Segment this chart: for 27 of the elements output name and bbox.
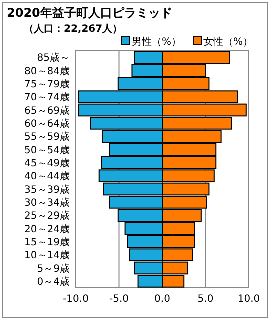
y-tick-label: 45～49歳 bbox=[24, 157, 70, 170]
y-tick-label: 10～14歳 bbox=[24, 250, 70, 262]
y-tick-label: 5～9歳 bbox=[37, 262, 70, 275]
y-tick-label: 25～29歳 bbox=[24, 210, 70, 222]
y-tick-label: 0～4歳 bbox=[37, 276, 70, 288]
x-tick-label: 0.0 bbox=[154, 294, 170, 305]
x-tick-label: -5.0 bbox=[109, 294, 130, 305]
y-tick-label: 75～79歳 bbox=[24, 78, 70, 90]
y-tick-label: 70～74歳 bbox=[24, 92, 70, 104]
y-tick-label: 15～19歳 bbox=[24, 236, 70, 248]
y-tick-label: 50～54歳 bbox=[24, 144, 70, 156]
chart-subtitle: （人口：22,267人） bbox=[24, 23, 123, 35]
y-tick-label: 60～64歳 bbox=[24, 118, 70, 130]
y-tick-label: 55～59歳 bbox=[24, 131, 70, 144]
y-tick-label: 65～69歳 bbox=[24, 104, 70, 117]
y-tick-label: 80～84歳 bbox=[24, 65, 70, 78]
legend-label: 女性（%） bbox=[204, 36, 254, 48]
y-tick-label: 85歳～ bbox=[37, 52, 70, 64]
chart-title: 2020年益子町人口ピラミッド bbox=[7, 6, 172, 20]
y-tick-label: 35～39歳 bbox=[24, 184, 70, 196]
x-tick-label: 5.0 bbox=[198, 294, 214, 305]
legend-label: 男性（%） bbox=[132, 36, 182, 48]
x-tick-label: -10.0 bbox=[63, 294, 89, 305]
x-tick-label: 10.0 bbox=[238, 294, 260, 305]
y-tick-label: 30～34歳 bbox=[24, 196, 70, 209]
y-tick-label: 20～24歳 bbox=[24, 223, 70, 236]
y-tick-label: 40～44歳 bbox=[24, 170, 70, 183]
